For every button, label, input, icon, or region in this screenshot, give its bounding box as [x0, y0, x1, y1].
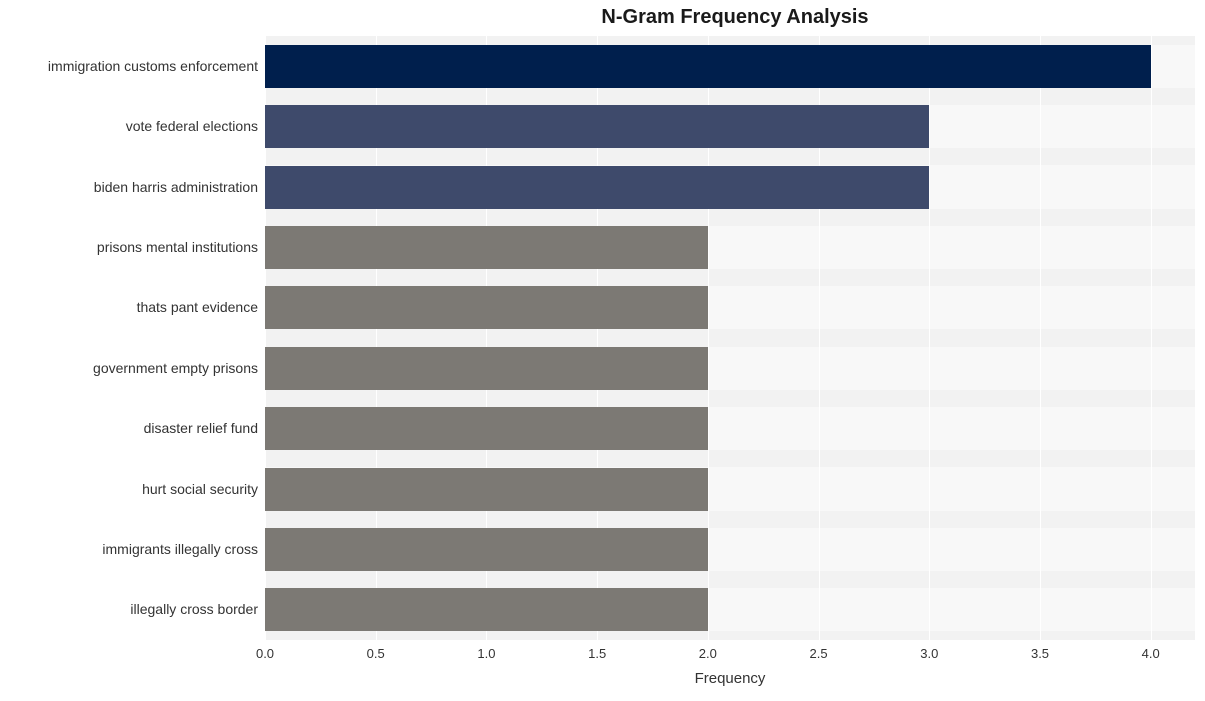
- y-tick-label: immigrants illegally cross: [3, 528, 258, 571]
- row-gap: [265, 398, 1195, 407]
- bar: [265, 166, 929, 209]
- y-tick-label: illegally cross border: [3, 588, 258, 631]
- y-tick-label: disaster relief fund: [3, 407, 258, 450]
- row-gap: [265, 338, 1195, 347]
- x-tick-label: 0.5: [367, 646, 385, 661]
- row-gap: [265, 631, 1195, 640]
- x-tick-label: 2.5: [810, 646, 828, 661]
- x-tick-label: 0.0: [256, 646, 274, 661]
- y-tick-label: government empty prisons: [3, 347, 258, 390]
- grid-line: [1151, 36, 1152, 640]
- chart-title: N-Gram Frequency Analysis: [0, 6, 1205, 29]
- bar: [265, 407, 708, 450]
- y-tick-label: thats pant evidence: [3, 286, 258, 329]
- x-tick-label: 1.0: [477, 646, 495, 661]
- grid-line: [1040, 36, 1041, 640]
- bar: [265, 105, 929, 148]
- y-tick-label: vote federal elections: [3, 105, 258, 148]
- row-gap: [265, 390, 1195, 399]
- row-gap: [265, 96, 1195, 105]
- x-tick-label: 4.0: [1142, 646, 1160, 661]
- bar: [265, 588, 708, 631]
- x-axis: Frequency 0.00.51.01.52.02.53.03.54.0: [265, 640, 1195, 700]
- row-gap: [265, 217, 1195, 226]
- bar: [265, 528, 708, 571]
- row-gap: [265, 329, 1195, 338]
- row-gap: [265, 571, 1195, 580]
- row-gap: [265, 36, 1195, 45]
- bar: [265, 226, 708, 269]
- bar: [265, 286, 708, 329]
- row-gap: [265, 88, 1195, 97]
- row-gap: [265, 450, 1195, 459]
- x-tick-label: 1.5: [588, 646, 606, 661]
- y-tick-label: immigration customs enforcement: [3, 45, 258, 88]
- row-gap: [265, 459, 1195, 468]
- y-tick-label: biden harris administration: [3, 166, 258, 209]
- row-gap: [265, 148, 1195, 157]
- bar: [265, 45, 1151, 88]
- row-gap: [265, 580, 1195, 589]
- row-gap: [265, 511, 1195, 520]
- bar: [265, 347, 708, 390]
- ngram-chart: N-Gram Frequency Analysis Frequency 0.0 0…: [0, 0, 1205, 701]
- grid-line: [929, 36, 930, 640]
- x-tick-label: 3.0: [920, 646, 938, 661]
- y-tick-label: prisons mental institutions: [3, 226, 258, 269]
- bar: [265, 468, 708, 511]
- x-tick-label: 2.0: [699, 646, 717, 661]
- row-gap: [265, 269, 1195, 278]
- y-tick-label: hurt social security: [3, 468, 258, 511]
- row-gap: [265, 278, 1195, 287]
- x-axis-label: Frequency: [265, 670, 1195, 687]
- row-gap: [265, 157, 1195, 166]
- x-tick-label: 3.5: [1031, 646, 1049, 661]
- row-gap: [265, 519, 1195, 528]
- row-gap: [265, 209, 1195, 218]
- plot-area: [265, 36, 1195, 640]
